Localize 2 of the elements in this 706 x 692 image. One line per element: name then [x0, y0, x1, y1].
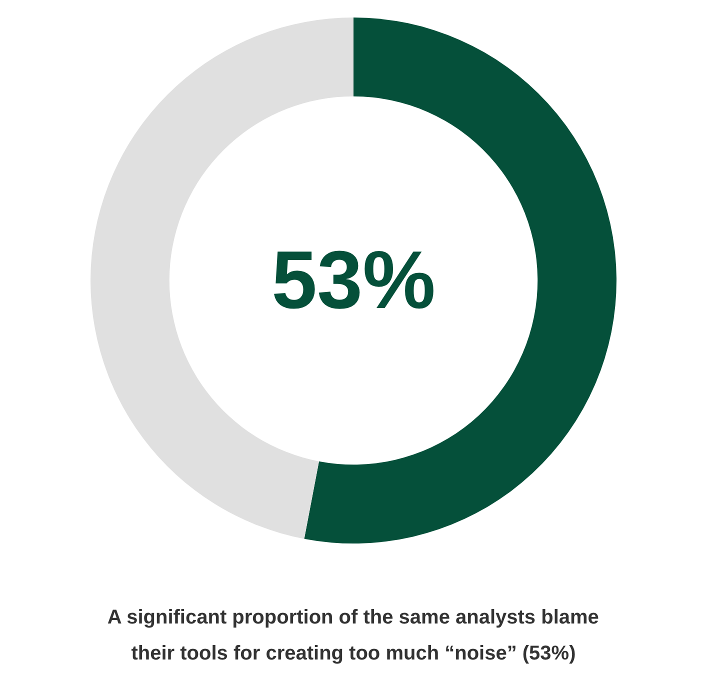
- text: A significant proportion of the same analysts blame their tools for creating too much “noise” (53%): [107, 606, 599, 664]
- data-label: 53%: [271, 235, 436, 326]
